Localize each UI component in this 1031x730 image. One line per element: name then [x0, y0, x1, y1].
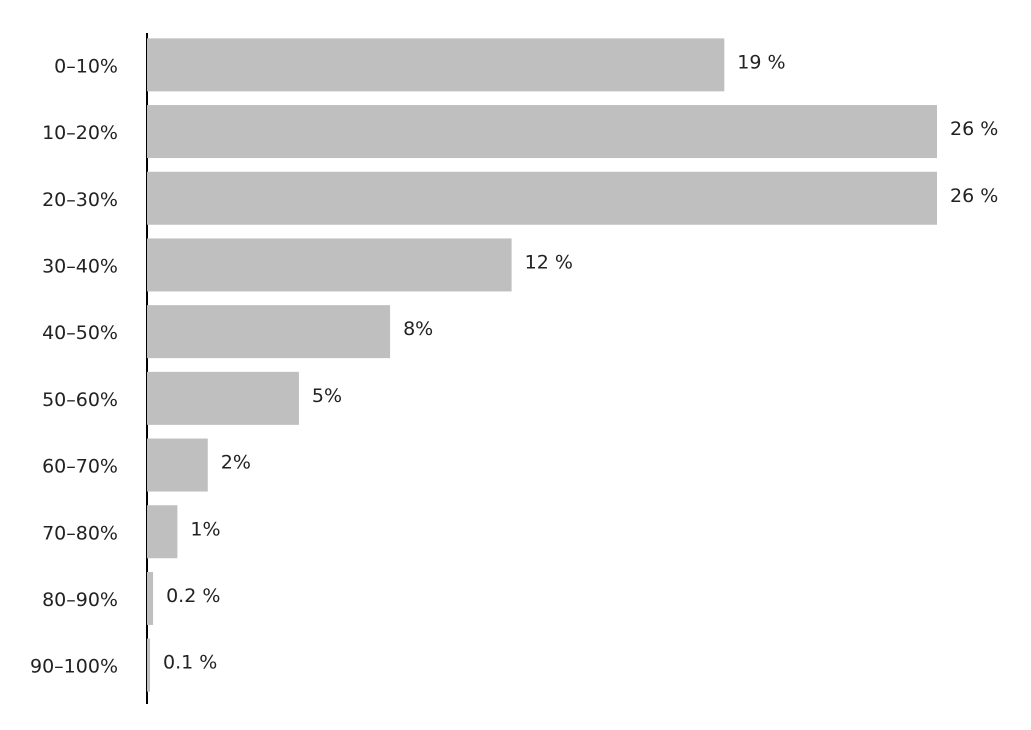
value-label: 12 % — [525, 251, 573, 273]
bar — [147, 638, 151, 692]
bar — [147, 305, 391, 359]
bar — [147, 371, 299, 425]
category-label: 80–90% — [42, 589, 118, 611]
category-label: 10–20% — [42, 122, 118, 144]
value-label: 8% — [403, 318, 433, 340]
category-label: 40–50% — [42, 322, 118, 344]
category-label: 20–30% — [42, 189, 118, 211]
value-label: 2% — [221, 452, 251, 474]
category-label: 60–70% — [42, 456, 118, 478]
value-label: 26 % — [950, 118, 998, 140]
value-label: 0.2 % — [166, 585, 220, 607]
value-label: 1% — [190, 518, 220, 540]
value-label: 26 % — [950, 185, 998, 207]
category-label: 70–80% — [42, 522, 118, 544]
bar — [147, 505, 178, 559]
value-label: 5% — [312, 385, 342, 407]
bar — [147, 571, 154, 625]
bar — [147, 171, 937, 225]
bar — [147, 38, 725, 92]
category-label: 90–100% — [30, 656, 118, 678]
value-label: 0.1 % — [163, 652, 217, 674]
bar — [147, 438, 208, 492]
category-label: 0–10% — [54, 55, 118, 77]
category-label: 30–40% — [42, 255, 118, 277]
category-label: 50–60% — [42, 389, 118, 411]
bar — [147, 238, 512, 292]
value-label: 19 % — [737, 51, 785, 73]
bar — [147, 105, 937, 159]
